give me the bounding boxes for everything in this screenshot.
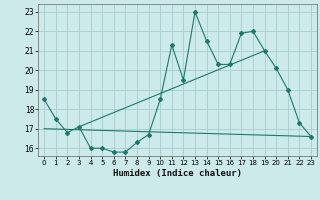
X-axis label: Humidex (Indice chaleur): Humidex (Indice chaleur) bbox=[113, 169, 242, 178]
